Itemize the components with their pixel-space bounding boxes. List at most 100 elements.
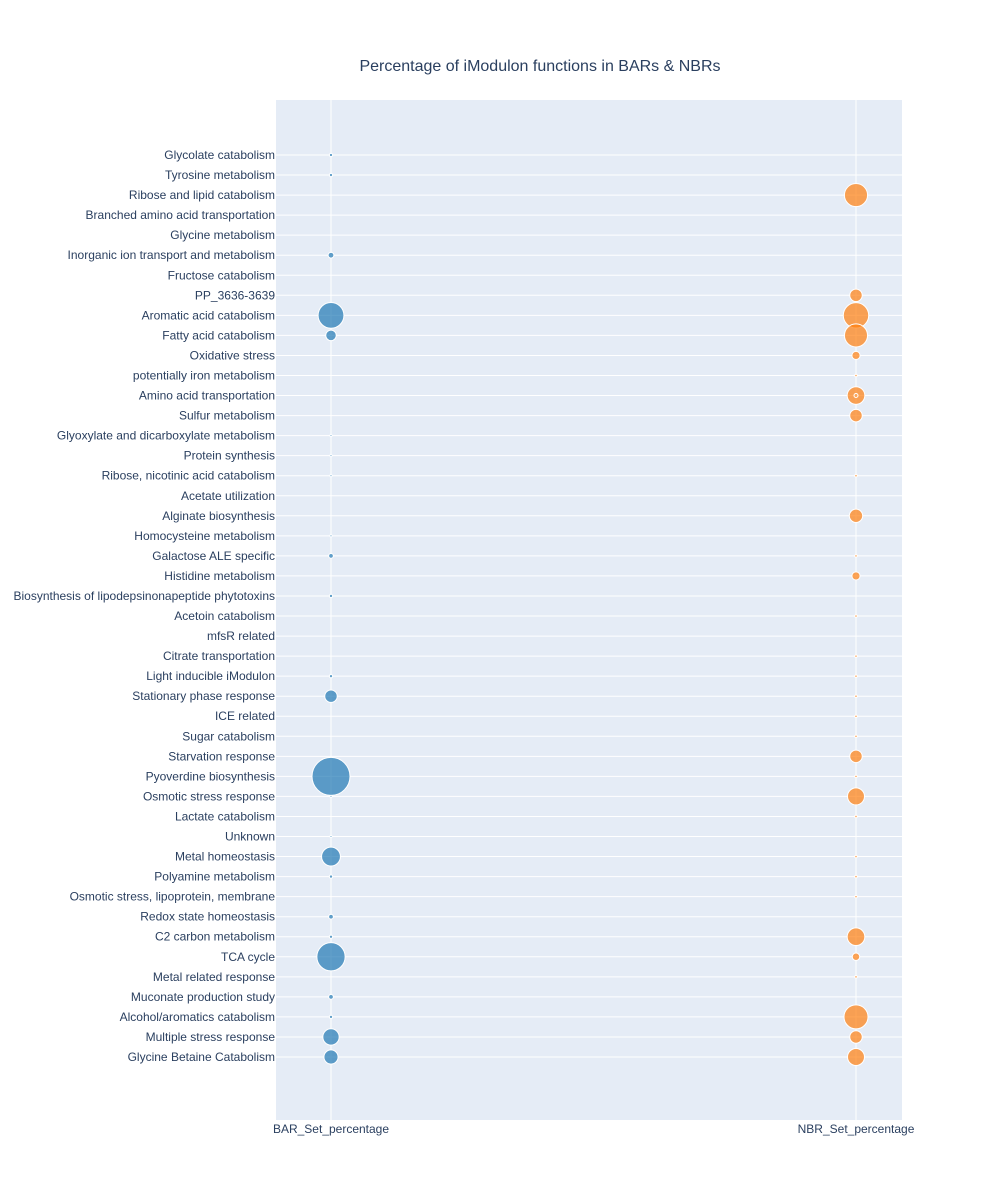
y-tick-label: Light inducible iModulon bbox=[146, 669, 275, 683]
bubble-marker[interactable] bbox=[328, 673, 334, 679]
data-markers bbox=[311, 152, 870, 1066]
bubble-marker[interactable] bbox=[328, 994, 334, 1000]
bubble-marker[interactable] bbox=[849, 288, 863, 303]
bubble-marker[interactable] bbox=[329, 534, 333, 538]
plot-area bbox=[276, 100, 902, 1120]
bubble-marker[interactable] bbox=[316, 942, 346, 972]
bubble-marker[interactable] bbox=[847, 1048, 865, 1066]
bubble-marker[interactable] bbox=[849, 749, 863, 764]
bubble-marker[interactable] bbox=[328, 1014, 334, 1020]
bubble-marker[interactable] bbox=[328, 172, 334, 178]
bubble-marker[interactable] bbox=[854, 734, 858, 739]
bubble-marker[interactable] bbox=[854, 714, 858, 719]
y-tick-label: potentially iron metabolism bbox=[133, 368, 275, 382]
y-tick-label: C2 carbon metabolism bbox=[155, 930, 275, 944]
bubble-marker[interactable] bbox=[311, 756, 351, 796]
y-tick-label: mfsR related bbox=[207, 629, 275, 643]
bubble-marker[interactable] bbox=[854, 694, 858, 698]
y-tick-label: Acetate utilization bbox=[181, 489, 275, 503]
y-tick-label: Galactose ALE specific bbox=[152, 549, 275, 563]
x-axis-tick-labels: BAR_Set_percentage NBR_Set_percentage bbox=[273, 1122, 915, 1136]
bubble-marker[interactable] bbox=[854, 874, 858, 879]
y-tick-label: Protein synthesis bbox=[184, 449, 275, 463]
bubble-marker[interactable] bbox=[854, 614, 858, 618]
y-tick-label: Glycolate catabolism bbox=[164, 148, 275, 162]
bubble-marker[interactable] bbox=[329, 794, 333, 798]
bubble-marker[interactable] bbox=[854, 975, 858, 979]
y-tick-label: Unknown bbox=[225, 830, 275, 844]
bubble-marker[interactable] bbox=[329, 454, 333, 458]
bubble-marker[interactable] bbox=[321, 846, 341, 867]
bubble-marker[interactable] bbox=[329, 834, 333, 839]
y-tick-label: Metal related response bbox=[153, 970, 275, 984]
y-tick-label: Glycine Betaine Catabolism bbox=[128, 1050, 275, 1064]
y-tick-label: ICE related bbox=[215, 709, 275, 723]
y-tick-label: Alcohol/aromatics catabolism bbox=[120, 1010, 275, 1024]
bubble-marker[interactable] bbox=[329, 434, 333, 438]
bubble-marker[interactable] bbox=[846, 386, 866, 405]
y-tick-label: Amino acid transportation bbox=[139, 389, 275, 403]
bubble-marker[interactable] bbox=[329, 474, 333, 478]
bubble-marker[interactable] bbox=[324, 689, 338, 703]
y-tick-label: Polyamine metabolism bbox=[154, 870, 275, 884]
bubble-marker[interactable] bbox=[328, 593, 334, 599]
y-tick-label: Multiple stress response bbox=[146, 1030, 276, 1044]
y-tick-label: Branched amino acid transportation bbox=[86, 208, 275, 222]
y-tick-label: Lactate catabolism bbox=[175, 809, 275, 823]
bubble-marker[interactable] bbox=[847, 787, 865, 806]
bubble-marker[interactable] bbox=[328, 553, 334, 559]
bubble-marker[interactable] bbox=[854, 854, 858, 859]
bubble-marker[interactable] bbox=[854, 774, 858, 779]
y-tick-label: Starvation response bbox=[168, 749, 275, 763]
bubble-marker[interactable] bbox=[854, 373, 858, 378]
bubble-marker[interactable] bbox=[327, 251, 335, 259]
bubble-marker[interactable] bbox=[843, 323, 869, 348]
y-tick-label: Biosynthesis of lipodepsinonapeptide phy… bbox=[13, 589, 275, 603]
bubble-marker[interactable] bbox=[854, 674, 858, 678]
hollow-marker[interactable] bbox=[853, 393, 859, 399]
y-tick-label: Alginate biosynthesis bbox=[162, 509, 275, 523]
y-tick-label: Tyrosine metabolism bbox=[165, 168, 275, 182]
bubble-marker[interactable] bbox=[854, 473, 858, 478]
y-tick-label: Fatty acid catabolism bbox=[162, 328, 275, 342]
bubble-marker[interactable] bbox=[848, 508, 864, 523]
bubble-marker[interactable] bbox=[328, 934, 334, 939]
x-tick-label: NBR_Set_percentage bbox=[798, 1122, 915, 1136]
bubble-marker[interactable] bbox=[328, 874, 334, 879]
y-tick-label: Stationary phase response bbox=[132, 689, 275, 703]
y-tick-label: Sulfur metabolism bbox=[179, 409, 275, 423]
y-axis-tick-labels: Glycolate catabolism Tyrosine metabolism R… bbox=[13, 148, 275, 1064]
bubble-marker[interactable] bbox=[854, 814, 858, 819]
bubble-marker[interactable] bbox=[322, 1028, 340, 1046]
bubble-marker[interactable] bbox=[851, 952, 861, 962]
y-tick-label: Citrate transportation bbox=[163, 649, 275, 663]
y-tick-label: TCA cycle bbox=[221, 950, 275, 964]
bubble-marker[interactable] bbox=[843, 1004, 869, 1030]
bubble-marker[interactable] bbox=[317, 301, 345, 329]
bubble-marker[interactable] bbox=[843, 183, 869, 208]
bubble-marker[interactable] bbox=[851, 571, 861, 581]
y-tick-label: Ribose and lipid catabolism bbox=[129, 188, 275, 202]
bubble-marker[interactable] bbox=[328, 913, 334, 920]
y-tick-label: Oxidative stress bbox=[190, 348, 275, 362]
bubble-marker[interactable] bbox=[854, 894, 858, 899]
bubble-marker[interactable] bbox=[849, 408, 863, 423]
y-tick-label: Sugar catabolism bbox=[182, 729, 275, 743]
bubble-marker[interactable] bbox=[328, 152, 334, 158]
bubble-marker[interactable] bbox=[854, 654, 858, 658]
bubble-marker[interactable] bbox=[323, 1049, 339, 1065]
y-tick-label: Acetoin catabolism bbox=[174, 609, 275, 623]
y-tick-label: Fructose catabolism bbox=[168, 268, 275, 282]
bubble-marker[interactable] bbox=[851, 350, 861, 361]
y-tick-label: Histidine metabolism bbox=[164, 569, 275, 583]
y-tick-label: Osmotic stress, lipoprotein, membrane bbox=[70, 890, 276, 904]
y-tick-label: Muconate production study bbox=[131, 990, 275, 1004]
x-tick-label: BAR_Set_percentage bbox=[273, 1122, 389, 1136]
gridlines bbox=[276, 100, 902, 1120]
y-tick-label: Redox state homeostasis bbox=[140, 910, 275, 924]
bubble-marker[interactable] bbox=[325, 329, 337, 342]
bubble-marker[interactable] bbox=[854, 554, 858, 558]
bubble-marker[interactable] bbox=[849, 1030, 863, 1044]
bubble-marker[interactable] bbox=[846, 927, 866, 947]
y-tick-label: Aromatic acid catabolism bbox=[142, 308, 275, 322]
